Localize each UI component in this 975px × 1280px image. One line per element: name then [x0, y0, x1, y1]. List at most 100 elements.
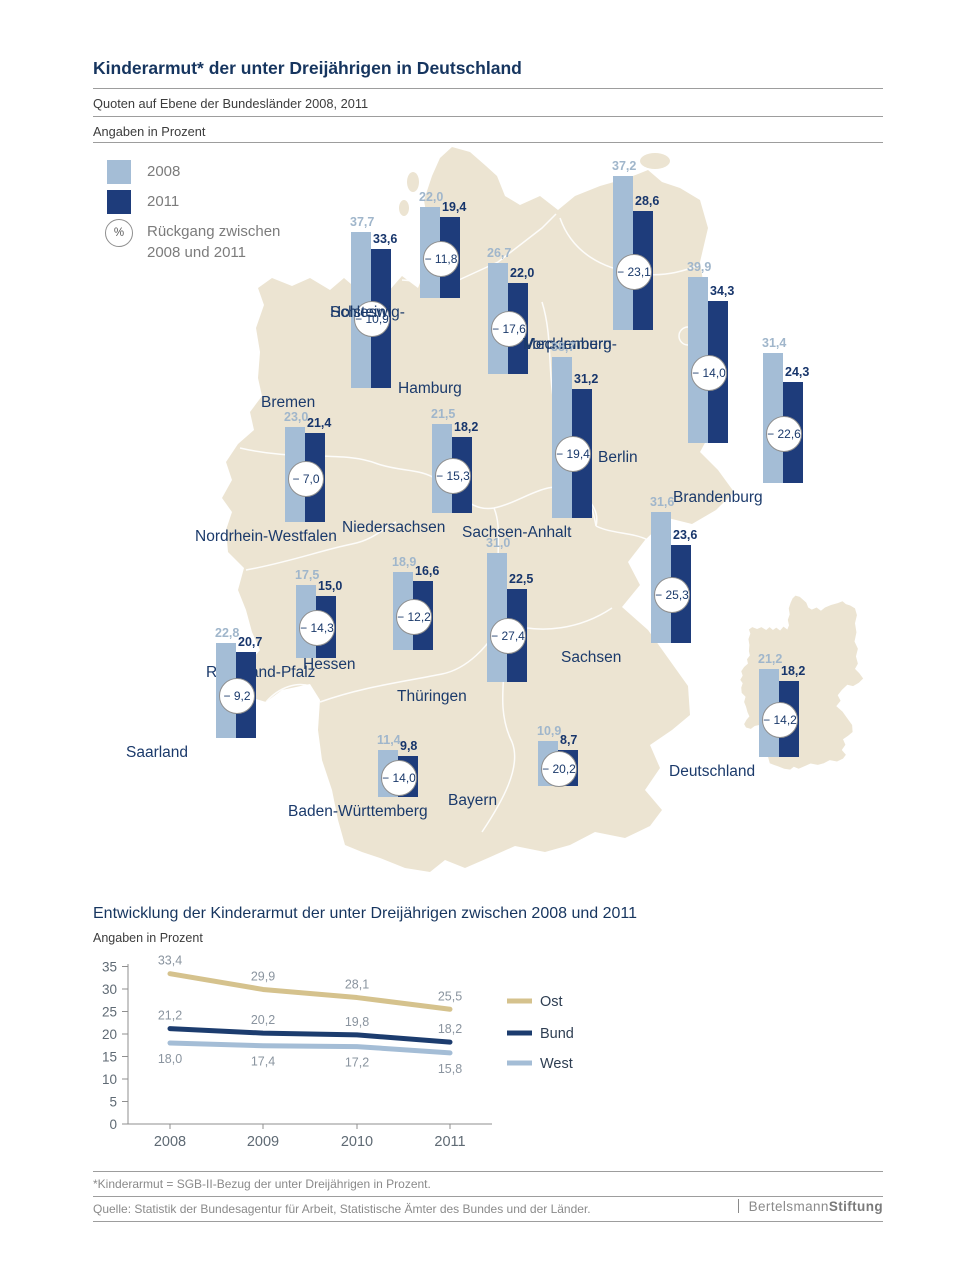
change-circle-hessen: − 12,2 — [396, 598, 432, 635]
footer-rule-3 — [93, 1221, 883, 1222]
value-2008-sachsen-anhalt: 38,7 — [551, 340, 576, 355]
change-circle-berlin: − 14,0 — [691, 354, 727, 391]
page-title: Kinderarmut* der unter Dreijährigen in D… — [93, 58, 522, 78]
value-2011-schleswig-holstein: 19,4 — [442, 200, 467, 215]
legend-label-west: West — [540, 1056, 573, 1072]
y-tick-label: 35 — [102, 960, 117, 975]
header-rule-2 — [93, 116, 883, 117]
change-circle-baden-w-rttemberg: − 14,0 — [381, 759, 417, 796]
state-label-line: Hamburg — [398, 380, 462, 397]
value-2008-bremen: 37,7 — [350, 214, 375, 229]
state-label-line: Berlin — [598, 449, 638, 466]
legend-label-ost: Ost — [540, 994, 563, 1010]
value-2011-saarland: 20,7 — [238, 635, 263, 650]
line-chart: 0 5 10 15 20 25 30 35 2008 2009 2010 2011 33,4 29,9 28… — [102, 954, 574, 1150]
point-label-bund-2008: 21,2 — [158, 1009, 182, 1023]
value-2011-sachsen: 23,6 — [673, 528, 698, 543]
value-2011-bremen: 33,6 — [373, 231, 398, 246]
state-label-line: Bayern — [448, 792, 498, 809]
value-2008-hessen: 18,9 — [392, 554, 417, 569]
value-2008-deutschland: 21,2 — [758, 652, 783, 667]
value-2011-nordrhein-westfalen: 21,4 — [307, 416, 332, 431]
percent-circle-icon: % — [105, 219, 133, 247]
logo-separator — [737, 1199, 739, 1213]
legend-change-label: Rückgang zwischen 2008 und 2011 — [147, 223, 281, 261]
value-2008-th-ringen: 31,0 — [486, 536, 511, 551]
value-2011-deutschland: 18,2 — [781, 664, 806, 679]
change-circle-hamburg: − 17,6 — [491, 311, 527, 348]
bar-2008-mecklenburg-vorpommern — [613, 175, 633, 330]
unit-label: Angaben in Prozent — [93, 124, 206, 139]
state-label-line: Mecklenburg- — [523, 336, 617, 353]
state-label-line: Deutschland — [669, 763, 756, 780]
state-label-line: Schleswig- — [330, 304, 405, 321]
change-circle-nordrhein-westfalen: − 7,0 — [288, 460, 324, 497]
point-label-ost-2009: 29,9 — [251, 969, 275, 983]
source-line: Quelle: Statistik der Bundesagentur für … — [93, 1202, 591, 1216]
bertelsmann-stiftung-logo: BertelsmannStiftung — [737, 1199, 883, 1214]
y-tick-label: 30 — [102, 982, 117, 997]
x-tick-label-2009: 2009 — [247, 1134, 279, 1150]
value-2011-sachsen-anhalt: 31,2 — [574, 371, 599, 386]
y-tick-label: 5 — [109, 1095, 117, 1110]
state-label-line: Saarland — [126, 744, 189, 761]
value-2008-saarland: 22,8 — [215, 626, 240, 641]
change-circle-schleswig-holstein: − 11,8 — [423, 240, 459, 277]
value-2011-mecklenburg-vorpommern: 28,6 — [635, 194, 660, 209]
value-2008-schleswig-holstein: 22,0 — [419, 189, 444, 204]
value-2011-niedersachsen: 18,2 — [454, 420, 479, 435]
change-circle-deutschland: − 14,2 — [762, 702, 798, 739]
x-tick-label-2010: 2010 — [341, 1134, 373, 1150]
footer-rule-2 — [93, 1196, 883, 1197]
value-2008-niedersachsen: 21,5 — [431, 406, 456, 421]
point-label-west-2010: 17,2 — [345, 1056, 369, 1070]
state-label-line: Baden-Württemberg — [288, 803, 428, 820]
state-label-line: Hessen — [303, 656, 356, 673]
value-2011-berlin: 34,3 — [710, 283, 735, 298]
value-2011-brandenburg: 24,3 — [785, 365, 810, 380]
change-circle-saarland: − 9,2 — [219, 678, 255, 715]
footer-rule-1 — [93, 1171, 883, 1172]
point-label-ost-2010: 28,1 — [345, 978, 369, 992]
value-2008-sachsen: 31,6 — [650, 494, 675, 509]
change-circle-niedersachsen: − 15,3 — [435, 458, 471, 495]
legend-swatch-2011 — [107, 190, 131, 214]
change-circle-bayern: − 20,2 — [541, 750, 577, 787]
point-label-west-2009: 17,4 — [251, 1055, 275, 1069]
legend-swatch-2008 — [107, 160, 131, 184]
point-label-ost-2008: 33,4 — [158, 954, 182, 968]
value-2008-baden-w-rttemberg: 11,4 — [377, 732, 401, 747]
point-label-west-2008: 18,0 — [158, 1052, 182, 1066]
point-label-ost-2011: 25,5 — [438, 989, 462, 1003]
header-rule-3 — [93, 142, 883, 143]
value-2008-mecklenburg-vorpommern: 37,2 — [612, 158, 637, 173]
state-label-line: Bremen — [261, 394, 316, 411]
legend-label-2011: 2011 — [147, 193, 180, 210]
point-label-bund-2009: 20,2 — [251, 1013, 275, 1027]
point-label-bund-2011: 18,2 — [438, 1022, 462, 1036]
state-label-line: Vorpommern — [523, 336, 612, 353]
value-2011-rheinland-pfalz: 15,0 — [318, 578, 343, 593]
point-label-bund-2010: 19,8 — [345, 1015, 369, 1029]
change-circle-bremen: − 10,9 — [354, 301, 390, 338]
state-label-line: Nordrhein-Westfalen — [195, 528, 337, 545]
state-label-line: Thüringen — [397, 688, 467, 705]
x-tick-label-2008: 2008 — [154, 1134, 186, 1150]
value-2008-rheinland-pfalz: 17,5 — [295, 568, 320, 583]
y-tick-label: 25 — [102, 1005, 117, 1020]
change-circle-th-ringen: − 27,4 — [490, 618, 526, 655]
line-chart-title: Entwicklung der Kinderarmut der unter Dr… — [93, 905, 638, 922]
change-circle-brandenburg: − 22,6 — [766, 415, 802, 452]
value-2008-nordrhein-westfalen: 23,0 — [284, 409, 309, 424]
y-tick-label: 10 — [102, 1072, 117, 1087]
series-line-west — [167, 1040, 453, 1056]
value-2011-baden-w-rttemberg: 9,8 — [400, 739, 418, 754]
y-tick-label: 0 — [109, 1117, 117, 1132]
value-2011-hessen: 16,6 — [415, 564, 440, 579]
state-label-line: Brandenburg — [673, 489, 763, 506]
change-circle-sachsen-anhalt: − 19,4 — [555, 436, 591, 473]
x-tick-label-2011: 2011 — [434, 1134, 465, 1150]
y-tick-label: 20 — [102, 1027, 117, 1042]
series-line-bund — [167, 1026, 453, 1045]
